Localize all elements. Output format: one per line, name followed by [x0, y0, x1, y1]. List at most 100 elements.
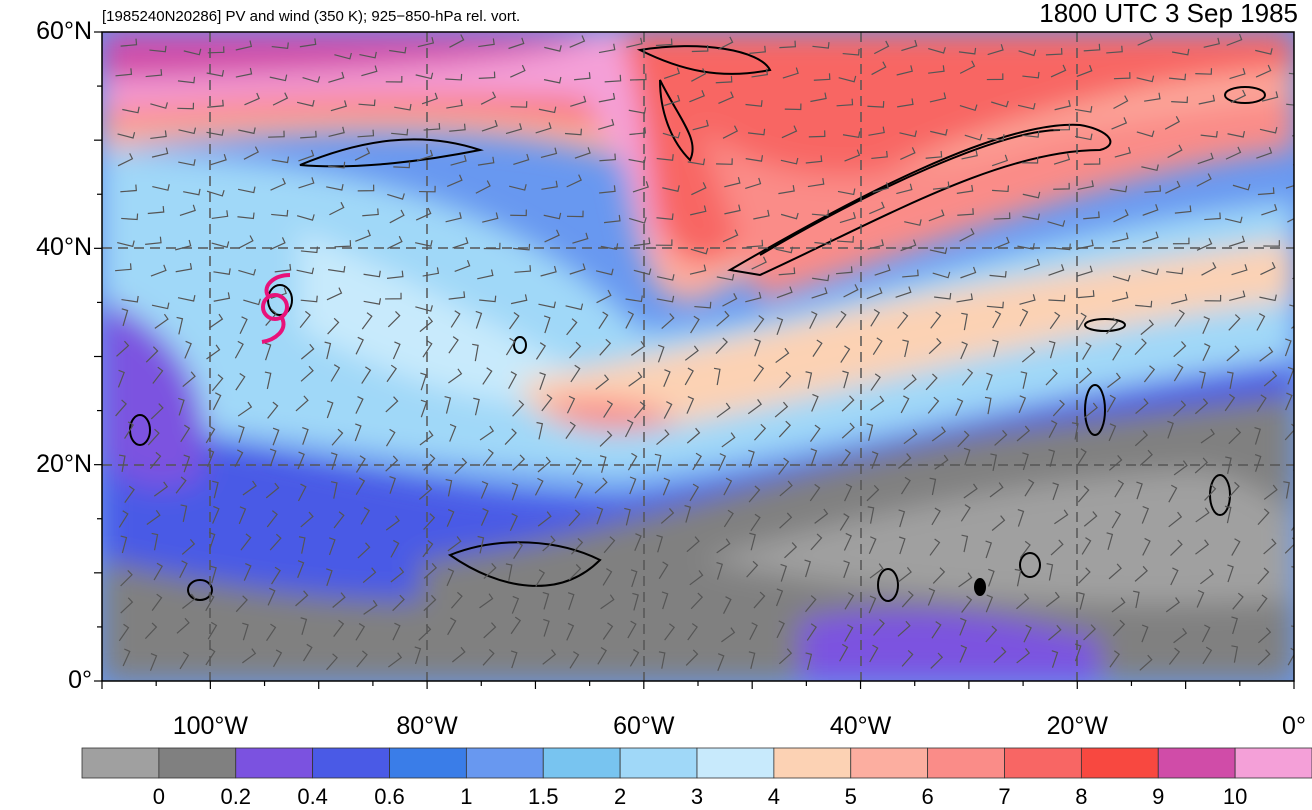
wind-barb: [118, 454, 126, 472]
wind-barb: [326, 183, 344, 191]
wind-barb: [147, 428, 160, 446]
wind-barb: [748, 651, 756, 669]
wind-barb: [1284, 423, 1294, 441]
wind-barb: [477, 535, 485, 554]
wind-barb: [694, 301, 712, 309]
wind-barb: [837, 236, 855, 243]
wind-barb: [1053, 123, 1071, 131]
wind-barb: [1194, 457, 1208, 474]
wind-barb: [1022, 213, 1040, 221]
wind-barb: [929, 92, 947, 103]
wind-barb: [993, 236, 1010, 250]
wind-barb: [243, 562, 252, 581]
wind-barb: [814, 508, 829, 524]
wind-barb: [716, 310, 730, 327]
wind-barb: [810, 448, 818, 467]
wind-barb: [150, 130, 167, 140]
wind-barb: [480, 508, 489, 526]
wind-barb: [1112, 619, 1126, 637]
wind-barb: [985, 540, 993, 559]
wind-barb: [538, 106, 557, 114]
wind-barb: [1256, 147, 1273, 159]
wind-barb: [151, 532, 159, 551]
wind-barb: [989, 482, 1004, 498]
wind-barb: [210, 565, 217, 584]
wind-barb: [1017, 243, 1035, 250]
wind-barb: [656, 274, 675, 281]
wind-barb: [178, 127, 197, 135]
wind-barb: [1284, 338, 1292, 357]
wind-barb: [1048, 624, 1062, 641]
wind-barb: [120, 597, 134, 614]
wind-barb: [1019, 308, 1029, 327]
wind-barb: [604, 74, 622, 83]
wind-barb: [628, 217, 647, 224]
wind-barb: [1143, 365, 1156, 383]
wind-barb: [1170, 567, 1179, 586]
wind-barb: [812, 42, 830, 49]
vorticity-contours: [129, 45, 1266, 602]
wind-barb: [721, 432, 736, 448]
wind-barb: [206, 344, 221, 360]
wind-barb: [747, 399, 762, 415]
wind-barb: [867, 101, 885, 108]
wind-barb: [1295, 592, 1306, 608]
wind-barb: [1140, 319, 1154, 336]
wind-barb: [183, 188, 201, 196]
wind-barb: [896, 65, 913, 76]
wind-barb: [599, 430, 613, 447]
wind-barb: [959, 60, 976, 74]
wind-barb: [390, 566, 405, 583]
wind-barb: [873, 619, 885, 636]
wind-barb: [295, 590, 309, 607]
wind-barb: [508, 37, 525, 50]
wind-barb: [177, 295, 196, 302]
wind-barb: [183, 48, 202, 56]
wind-barb: [1287, 647, 1294, 666]
wind-barb: [992, 310, 1002, 329]
wind-barb: [722, 229, 739, 243]
wind-barb: [265, 482, 280, 499]
wind-barb: [1078, 592, 1085, 610]
wind-barb: [450, 155, 467, 166]
wind-barb: [1054, 100, 1071, 111]
wind-barb: [1141, 505, 1150, 524]
wind-barb: [1144, 185, 1162, 193]
wind-barb: [510, 101, 528, 108]
wind-barb: [448, 368, 463, 384]
wind-barb: [868, 595, 877, 614]
wind-barb: [1174, 205, 1192, 214]
wind-barb: [538, 301, 556, 309]
wind-barb: [448, 291, 466, 300]
wind-barb: [986, 372, 993, 391]
wind-barb: [992, 339, 999, 358]
wind-barb: [1171, 48, 1190, 56]
wind-barb: [297, 451, 305, 470]
wind-barb: [264, 371, 272, 390]
wind-barb: [176, 316, 184, 335]
wind-barb: [716, 158, 733, 165]
wind-barb: [866, 423, 874, 441]
wind-barb: [1114, 479, 1125, 498]
wind-barb: [212, 505, 220, 524]
wind-barb: [1077, 312, 1087, 331]
wind-barb: [475, 310, 483, 329]
wind-barb: [717, 36, 734, 50]
wind-barb: [960, 341, 968, 360]
wind-barb: [1257, 508, 1270, 526]
wind-barb: [1204, 484, 1217, 501]
wind-barb: [1173, 400, 1187, 417]
wind-barb: [205, 425, 216, 444]
pv-field: [102, 32, 1306, 681]
wind-barb: [537, 456, 551, 473]
wind-barb: [778, 457, 790, 475]
wind-barb: [418, 484, 433, 500]
wind-barb: [842, 131, 861, 139]
wind-barb: [357, 184, 375, 192]
wind-barb: [870, 309, 881, 327]
wind-barb: [994, 429, 1008, 446]
wind-barb: [149, 45, 167, 53]
wind-barb: [774, 401, 789, 418]
wind-barb: [1195, 539, 1210, 555]
wind-barb: [844, 624, 854, 642]
